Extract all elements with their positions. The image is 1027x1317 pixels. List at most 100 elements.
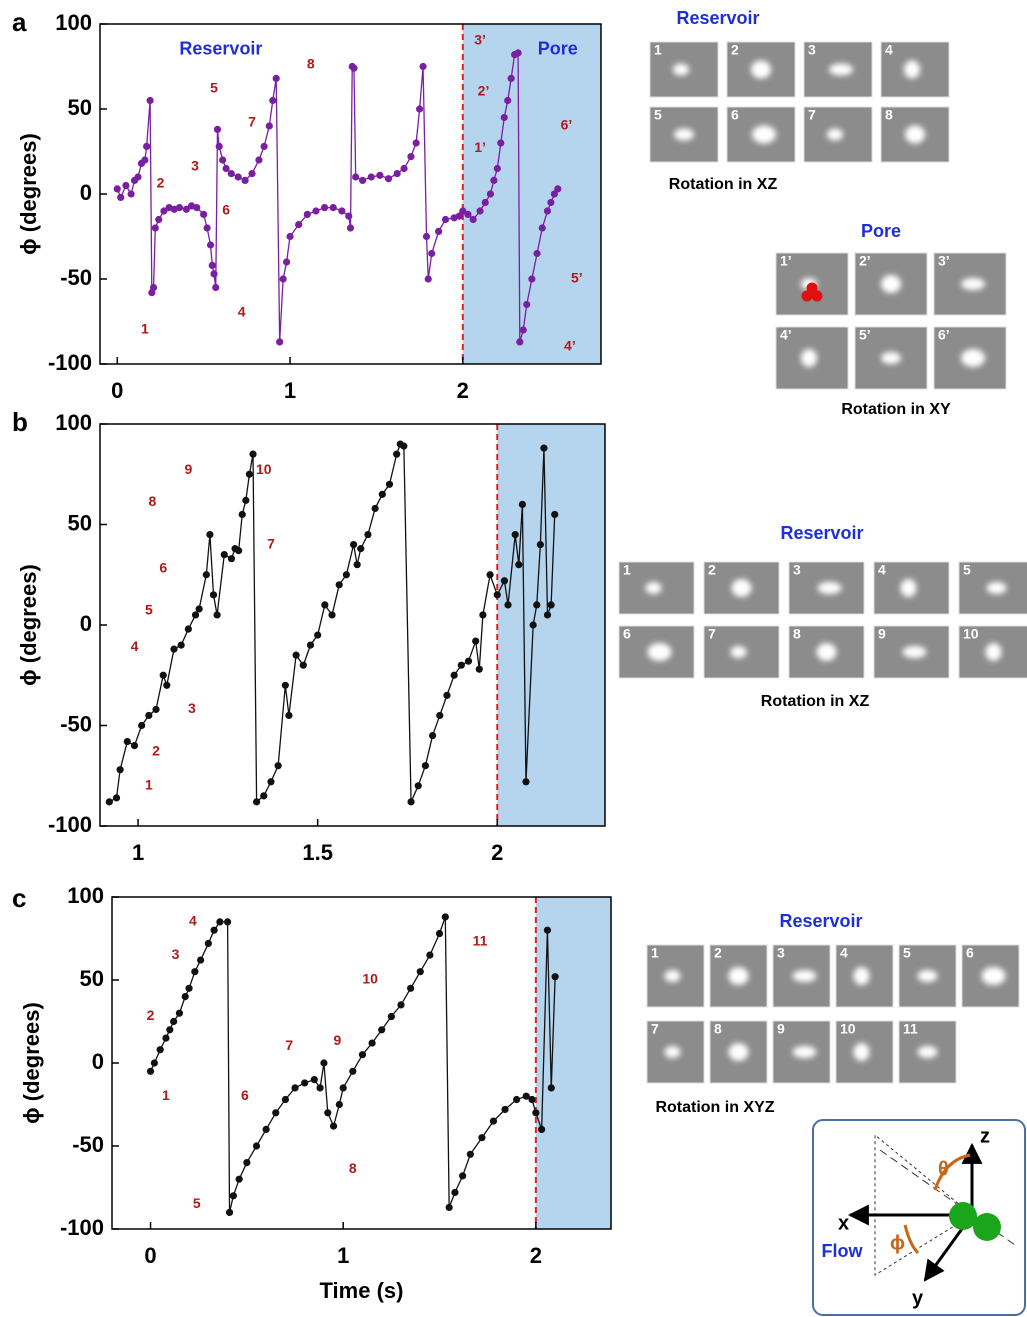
data-point xyxy=(310,1076,318,1084)
annotation: 6 xyxy=(222,202,230,218)
data-point xyxy=(445,1203,453,1212)
data-point xyxy=(328,611,336,619)
data-point xyxy=(220,551,228,559)
annotation: 7 xyxy=(267,535,275,551)
data-point xyxy=(451,1188,459,1197)
y-tick-label: 0 xyxy=(80,611,92,636)
annotation: 10 xyxy=(256,461,272,477)
data-point xyxy=(206,241,215,249)
data-point xyxy=(235,547,243,555)
annotation: 9 xyxy=(184,461,192,477)
annotation: 8 xyxy=(307,56,315,72)
data-point xyxy=(260,142,268,150)
data-point xyxy=(528,1095,536,1104)
particle xyxy=(973,1213,1001,1241)
data-point xyxy=(181,993,189,1001)
data-point xyxy=(281,1095,289,1104)
data-point xyxy=(500,577,509,585)
annotation: 2 xyxy=(147,1007,155,1023)
data-point xyxy=(551,510,559,519)
chart-panel: c ϕ (degrees) Time (s) -100 -50 0 50 100 0 1 2 1 2 3 4… xyxy=(12,883,1026,1316)
data-line xyxy=(109,443,556,804)
data-point xyxy=(416,968,424,976)
data-point xyxy=(511,530,519,539)
data-point xyxy=(450,671,458,679)
data-point xyxy=(504,96,512,105)
x-tick-label: 0 xyxy=(144,1243,156,1268)
annotation: 4’ xyxy=(564,338,576,354)
data-point xyxy=(156,1046,164,1054)
particle-image xyxy=(917,1046,938,1058)
data-point xyxy=(146,96,154,105)
thumbnail-number: 6 xyxy=(731,107,739,123)
x-axis-label: Time (s) xyxy=(320,1278,404,1303)
data-point xyxy=(175,1009,184,1017)
data-point xyxy=(243,1159,251,1167)
data-point xyxy=(515,561,523,569)
y-axis-label: ϕ (degrees) xyxy=(16,133,41,255)
data-point xyxy=(514,49,522,57)
data-point xyxy=(376,171,384,179)
data-point xyxy=(522,778,530,786)
data-point xyxy=(368,1039,376,1047)
data-point xyxy=(206,530,214,539)
data-point xyxy=(253,798,261,806)
data-point xyxy=(269,96,277,105)
data-point xyxy=(385,480,394,488)
data-point xyxy=(352,173,360,181)
thumbnail-number: 2 xyxy=(714,945,722,961)
data-point xyxy=(342,571,350,579)
data-point xyxy=(320,1059,328,1067)
particle-image xyxy=(881,352,901,364)
particle-image xyxy=(645,582,662,594)
data-point xyxy=(523,300,531,309)
data-point xyxy=(276,338,284,346)
thumbnail-number: 3’ xyxy=(938,253,950,269)
particle-image xyxy=(904,60,920,79)
data-point xyxy=(466,1150,474,1158)
data-point xyxy=(291,1084,299,1092)
annotation: 3 xyxy=(172,946,180,962)
data-point xyxy=(141,156,149,164)
particle-image xyxy=(751,60,771,79)
thumbnail-number: 7 xyxy=(651,1021,659,1037)
thumbnail-caption: Rotation in XYZ xyxy=(655,1099,774,1116)
thumbnail-number: 10 xyxy=(840,1021,856,1037)
data-point xyxy=(117,193,125,201)
data-point xyxy=(412,139,420,147)
data-point xyxy=(219,156,227,164)
data-point xyxy=(364,530,372,539)
data-point xyxy=(500,113,508,122)
data-point xyxy=(459,1172,467,1180)
thumbnail-number: 3 xyxy=(808,42,816,58)
particle-image xyxy=(816,643,837,661)
thumbnail-caption: Rotation in XZ xyxy=(669,176,778,193)
panel-letter: b xyxy=(12,407,28,437)
particle-image xyxy=(728,1043,749,1061)
data-point xyxy=(299,661,307,669)
data-point xyxy=(329,204,337,212)
data-point xyxy=(197,956,205,964)
thumbnail-number: 3 xyxy=(777,945,785,961)
data-point xyxy=(272,1109,280,1117)
data-point xyxy=(464,210,472,218)
data-point xyxy=(349,1067,357,1075)
y-tick-label: -100 xyxy=(48,350,92,375)
particle-image xyxy=(986,582,1007,594)
data-point xyxy=(532,1109,540,1117)
thumbnail-caption: Rotation in XY xyxy=(841,401,951,418)
x-tick-label: 0 xyxy=(111,378,123,403)
particle-image xyxy=(752,125,776,144)
data-point xyxy=(424,275,432,283)
x-tick-label: 1 xyxy=(132,840,144,865)
annotation: 2’ xyxy=(478,83,490,99)
particle-image xyxy=(902,646,927,658)
particle-image xyxy=(664,970,681,982)
annotation: 6’ xyxy=(561,117,573,133)
thumbnail-number: 7 xyxy=(708,626,716,642)
data-point xyxy=(295,221,303,229)
data-line xyxy=(149,916,556,1213)
data-point xyxy=(227,555,236,563)
particle-image xyxy=(664,1046,681,1058)
annotation: 5 xyxy=(193,1195,201,1211)
